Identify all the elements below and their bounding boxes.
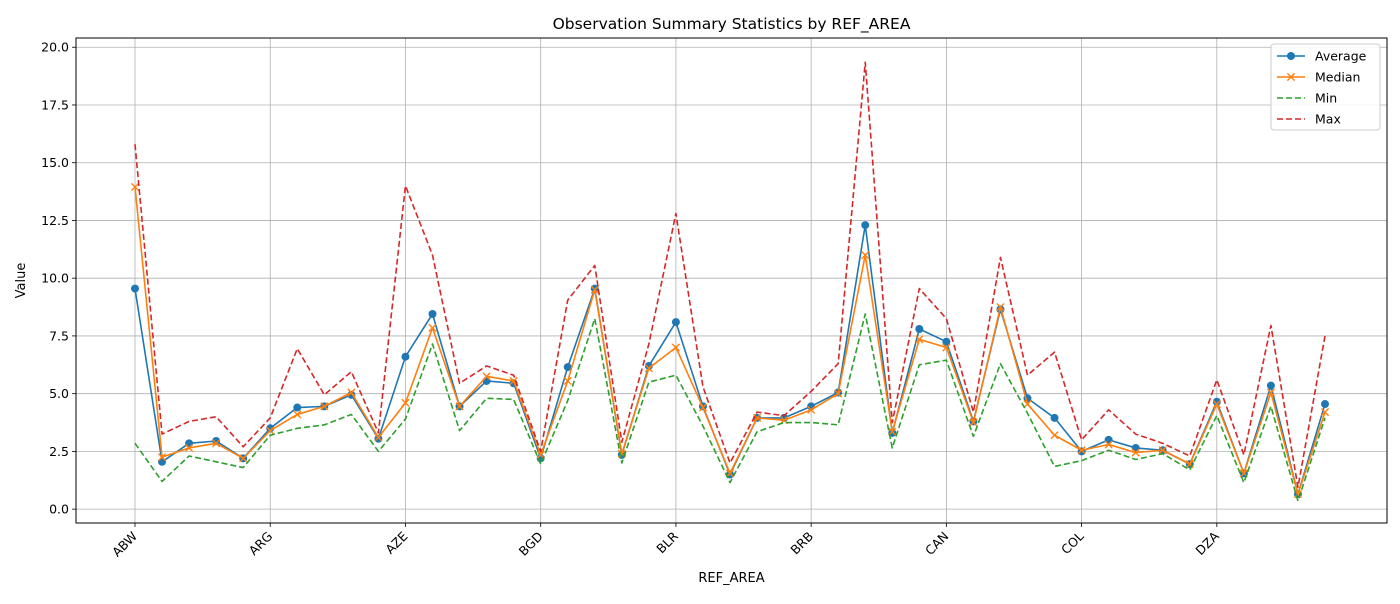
data-point xyxy=(915,325,924,333)
data-point xyxy=(455,402,464,411)
y-tick-label: 5.0 xyxy=(49,386,69,401)
data-point xyxy=(942,337,951,346)
data-point xyxy=(1104,440,1113,449)
data-point xyxy=(1266,388,1276,397)
legend: Average Median Min Max xyxy=(1270,43,1381,131)
y-tick-label: 12.5 xyxy=(41,213,69,228)
y-tick-label: 0.0 xyxy=(49,502,69,517)
x-axis-label: REF_AREA xyxy=(698,571,764,586)
data-point xyxy=(482,372,491,381)
data-point xyxy=(996,302,1005,312)
series-line-min xyxy=(134,313,1326,502)
data-point xyxy=(942,343,951,352)
legend-label: Median xyxy=(1315,70,1360,85)
data-point xyxy=(293,403,302,412)
data-point xyxy=(698,403,708,412)
data-point xyxy=(131,284,139,293)
data-point xyxy=(563,376,572,386)
legend-item-average: Average xyxy=(1277,49,1367,64)
series-min xyxy=(134,313,1326,502)
series-line-max xyxy=(134,61,1326,489)
data-point xyxy=(266,426,275,435)
data-point xyxy=(671,343,681,352)
legend-item-min: Min xyxy=(1277,91,1337,106)
y-tick-label: 17.5 xyxy=(41,97,69,112)
data-point xyxy=(1158,446,1167,455)
data-point xyxy=(347,388,356,397)
data-point xyxy=(320,402,329,411)
data-point xyxy=(644,364,653,373)
data-point xyxy=(1131,448,1140,457)
y-tick-label: 20.0 xyxy=(41,40,69,55)
data-point xyxy=(401,398,410,407)
data-point xyxy=(1050,431,1059,440)
legend-label: Average xyxy=(1315,49,1367,64)
data-point xyxy=(184,443,194,453)
y-tick-label: 10.0 xyxy=(41,271,69,286)
chart-title: Observation Summary Statistics by REF_AR… xyxy=(553,15,911,34)
data-point xyxy=(644,361,653,370)
data-point xyxy=(401,352,410,361)
y-axis-label: Value xyxy=(14,263,29,299)
data-point xyxy=(212,439,221,448)
data-point xyxy=(671,318,680,327)
data-point xyxy=(1320,408,1330,417)
data-point xyxy=(752,413,762,423)
data-point xyxy=(428,323,437,332)
legend-label: Max xyxy=(1315,112,1341,127)
data-point xyxy=(1212,399,1221,409)
data-point xyxy=(807,405,816,414)
data-point xyxy=(374,433,383,442)
data-point xyxy=(1266,381,1275,390)
series-max xyxy=(134,61,1326,489)
legend-label: Min xyxy=(1315,91,1337,106)
data-point xyxy=(1023,399,1032,409)
data-point xyxy=(861,251,870,260)
data-point xyxy=(293,410,302,419)
data-point xyxy=(239,454,248,463)
data-point xyxy=(563,363,572,372)
data-point xyxy=(590,284,599,293)
data-point xyxy=(1212,397,1221,406)
series-layer xyxy=(130,61,1330,502)
legend-frame xyxy=(1270,43,1381,131)
data-point xyxy=(915,335,924,344)
data-point xyxy=(834,389,843,398)
data-point xyxy=(590,285,599,294)
data-point xyxy=(726,470,734,479)
data-point xyxy=(428,309,437,318)
legend-item-median: Median xyxy=(1277,70,1360,85)
data-point xyxy=(1050,413,1059,422)
data-point xyxy=(861,221,870,230)
grid xyxy=(76,38,1387,523)
y-tick-label: 2.5 xyxy=(49,444,69,459)
data-point xyxy=(130,182,140,192)
data-point xyxy=(157,453,167,462)
y-tick-label: 15.0 xyxy=(41,155,69,170)
data-point xyxy=(374,434,383,443)
y-tick-label: 7.5 xyxy=(49,328,69,343)
legend-marker xyxy=(1286,72,1296,82)
plot-frame xyxy=(75,37,1388,524)
data-point xyxy=(1321,400,1329,409)
legend-item-max: Max xyxy=(1277,112,1341,127)
data-point xyxy=(1077,446,1086,455)
data-point xyxy=(969,418,978,427)
legend-marker xyxy=(1287,52,1295,60)
